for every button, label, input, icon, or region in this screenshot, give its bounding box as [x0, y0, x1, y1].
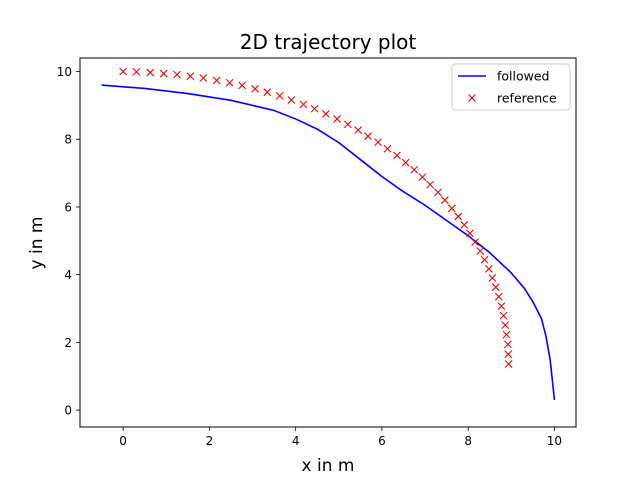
reference-point	[310, 104, 319, 113]
reference-point	[251, 84, 259, 93]
reference-point	[374, 138, 382, 147]
x-tick-label: 2	[206, 434, 214, 448]
y-tick-label: 10	[57, 65, 72, 79]
axis-ticks: 0 2 4 6 8 10 0 2 4 6 8 10	[57, 65, 562, 448]
reference-point	[466, 229, 474, 238]
reference-point	[501, 321, 510, 329]
reference-point	[119, 67, 128, 76]
reference-point	[494, 292, 503, 301]
reference-point	[173, 70, 181, 79]
x-tick-label: 8	[464, 434, 472, 448]
reference-point	[480, 255, 489, 264]
y-tick-label: 2	[64, 336, 72, 350]
reference-point	[434, 188, 442, 197]
reference-point	[499, 311, 508, 320]
reference-point	[410, 165, 419, 174]
reference-point	[418, 173, 427, 182]
y-tick-label: 8	[64, 133, 72, 147]
reference-point	[321, 109, 330, 118]
reference-point	[225, 78, 234, 87]
reference-point	[343, 120, 352, 129]
legend-swatch-reference	[468, 94, 476, 102]
reference-point	[199, 74, 208, 82]
reference-point	[460, 221, 469, 229]
reference-point	[159, 69, 168, 78]
x-tick-label: 0	[119, 434, 127, 448]
reference-point	[484, 265, 493, 273]
y-tick-label: 0	[64, 404, 72, 418]
reference-point	[287, 96, 296, 104]
y-axis-label: y in m	[27, 217, 47, 270]
x-axis-label: x in m	[302, 456, 355, 476]
x-tick-label: 6	[378, 434, 386, 448]
reference-point	[393, 151, 401, 160]
y-tick-label: 6	[64, 200, 72, 214]
reference-point	[503, 340, 512, 349]
reference-point	[497, 302, 506, 311]
reference-point	[454, 212, 463, 221]
reference-point	[491, 283, 500, 292]
reference-point	[476, 247, 485, 255]
reference-point	[299, 100, 308, 109]
x-tick-label: 10	[547, 434, 562, 448]
y-tick-label: 4	[64, 268, 72, 282]
reference-point	[132, 67, 141, 76]
reference-point	[504, 360, 513, 368]
reference-point	[212, 76, 221, 85]
reference-point	[263, 88, 272, 97]
reference-point	[488, 274, 497, 282]
plot-frame	[79, 57, 577, 428]
reference-point	[440, 196, 449, 205]
legend: followed reference	[451, 63, 571, 111]
reference-point	[354, 126, 363, 134]
chart-title: 2D trajectory plot	[240, 30, 417, 54]
reference-point	[146, 68, 155, 77]
reference-point	[401, 158, 410, 167]
reference-point	[447, 204, 456, 213]
reference-point	[426, 180, 435, 189]
reference-point	[471, 238, 479, 247]
reference-point	[383, 144, 392, 153]
reference-point	[504, 350, 513, 359]
series-markers-reference	[119, 67, 513, 368]
series-line-followed	[101, 84, 556, 401]
reference-point	[333, 115, 341, 123]
x-tick-label: 4	[292, 434, 300, 448]
reference-point	[364, 132, 372, 141]
reference-point	[275, 92, 284, 100]
legend-label-reference: reference	[497, 91, 557, 106]
reference-point	[186, 72, 195, 81]
series-layer	[101, 67, 556, 401]
legend-label-followed: followed	[497, 69, 550, 84]
reference-point	[502, 330, 511, 339]
reference-point	[238, 81, 247, 90]
